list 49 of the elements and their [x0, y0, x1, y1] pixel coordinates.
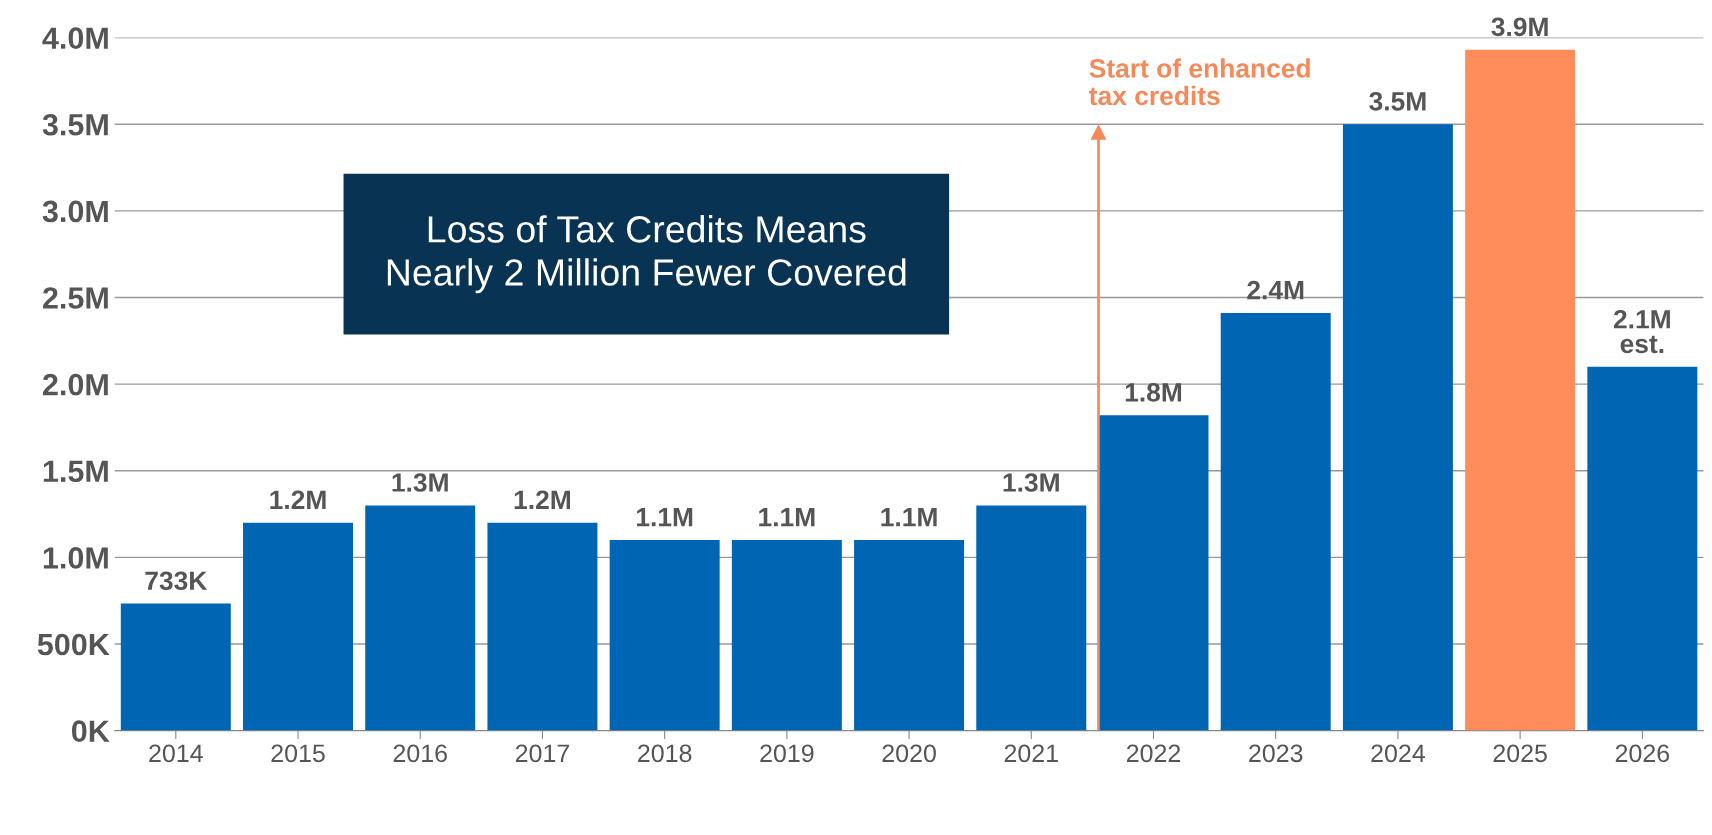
bar: [731, 540, 842, 731]
x-tick-label: 2017: [515, 744, 569, 763]
bar: [487, 522, 598, 731]
y-tick-label: 1.5M: [43, 460, 108, 483]
data-label: 1.3M: [392, 473, 448, 492]
data-label: 1.1M: [759, 508, 815, 527]
y-tick-label: 2.5M: [42, 287, 108, 309]
bar: [854, 540, 965, 731]
x-tick-label: 2022: [1126, 744, 1181, 763]
bar: [243, 522, 354, 731]
y-tick-label: 2.0M: [42, 373, 108, 396]
data-label: 3.5M: [1369, 91, 1426, 111]
data-label: 1.1M: [636, 508, 693, 527]
y-tick-label: 0K: [71, 720, 110, 742]
data-label: 3.9M: [1491, 17, 1548, 37]
x-tick-label: 2019: [760, 744, 814, 763]
data-label: 1.1M: [881, 508, 937, 527]
annotation: Start of enhanced tax credits: [1089, 58, 1310, 106]
x-tick-label: 2026: [1615, 744, 1670, 763]
x-tick-label: 2024: [1371, 744, 1425, 763]
data-label: 1.2M: [514, 490, 571, 509]
y-tick-label: 3.0M: [42, 200, 108, 223]
bar: [365, 505, 476, 731]
bar: [120, 603, 231, 731]
data-label: 2.1M est.: [1613, 309, 1670, 354]
data-label: 1.3M: [1003, 473, 1059, 492]
bar: [609, 540, 720, 731]
text: Loss of Tax Credits Means Nearly 2 Million Fewer Covered: [387, 215, 906, 294]
bar: [1220, 313, 1331, 731]
data-label: 2.4M: [1247, 280, 1304, 300]
x-tick-label: 2015: [271, 744, 325, 763]
x-tick-label: 2023: [1249, 744, 1303, 763]
y-tick-label: 3.5M: [42, 113, 108, 136]
data-label: 1.8M: [1125, 383, 1182, 402]
data-label: 733K: [145, 571, 208, 591]
x-tick-label: 2018: [638, 744, 692, 763]
bar: [1465, 49, 1576, 731]
x-tick-label: 2021: [1004, 744, 1058, 763]
x-tick-label: 2025: [1493, 744, 1547, 763]
bar: [976, 505, 1087, 731]
data-label: 1.2M: [270, 490, 326, 509]
x-tick-label: 2014: [149, 744, 203, 763]
y-tick-label: 500K: [37, 633, 110, 656]
bar: [1587, 366, 1698, 731]
x-tick-label: 2020: [882, 744, 936, 763]
bar: [1342, 124, 1453, 731]
y-tick-label: 1.0M: [43, 547, 108, 569]
x-tick-label: 2016: [393, 744, 447, 763]
y-tick-label: 4.0M: [42, 27, 108, 49]
